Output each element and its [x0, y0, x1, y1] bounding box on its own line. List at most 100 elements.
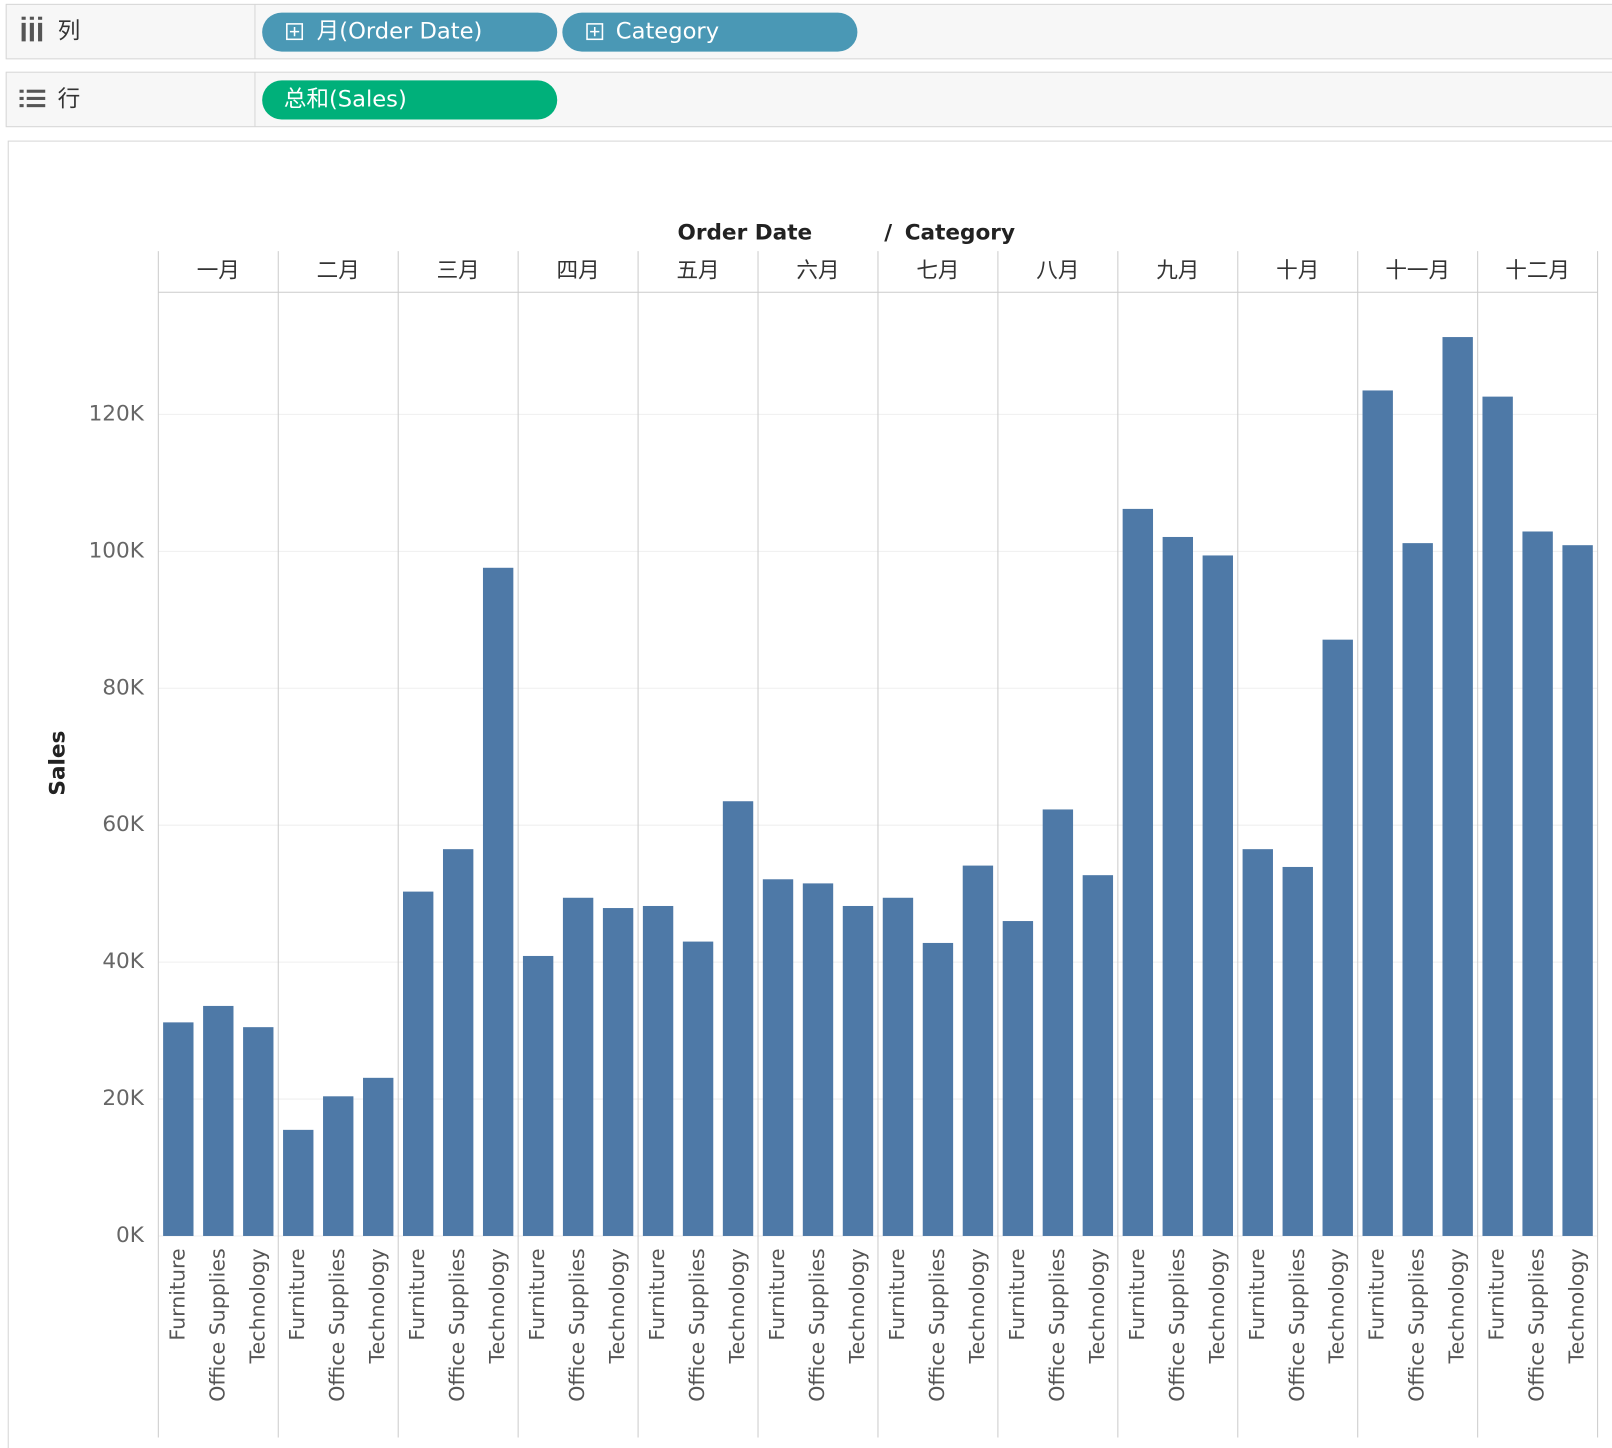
category-label: Technology: [965, 1248, 989, 1364]
bar: [1242, 849, 1273, 1236]
category-label: Furniture: [285, 1248, 309, 1340]
category-label: Technology: [365, 1248, 389, 1364]
bar: [922, 942, 954, 1236]
bar: [562, 897, 594, 1236]
columns-icon: [21, 16, 43, 42]
x-title: Order Date: [678, 221, 813, 246]
expand-icon[interactable]: [586, 23, 604, 41]
y-tick-label: 40K: [102, 949, 144, 974]
expand-icon: [590, 26, 600, 37]
month-label: 十二月: [1505, 259, 1570, 284]
category-label: Office Supplies: [685, 1248, 709, 1401]
month-label: 三月: [437, 259, 480, 284]
category-label: Furniture: [1125, 1248, 1149, 1340]
month-label: 十一月: [1385, 259, 1450, 284]
category-label: Technology: [1205, 1248, 1229, 1364]
bar: [363, 1077, 394, 1236]
category-label: Technology: [845, 1248, 869, 1364]
x-title: Category: [905, 221, 1015, 246]
month-label: 九月: [1156, 259, 1199, 284]
pill[interactable]: [262, 12, 558, 52]
bar: [1442, 337, 1473, 1236]
month-label: 五月: [676, 259, 719, 284]
bar: [163, 1022, 194, 1236]
bar: [762, 879, 794, 1236]
category-label: Furniture: [525, 1248, 549, 1340]
y-tick-label: 80K: [102, 675, 144, 700]
bar: [482, 567, 514, 1236]
bar: [243, 1027, 274, 1236]
bar: [1322, 639, 1353, 1236]
x-title: /: [884, 221, 892, 246]
category-label: Furniture: [765, 1248, 789, 1340]
bar: [602, 908, 634, 1236]
bar: [1042, 809, 1074, 1236]
category-label: Technology: [1565, 1248, 1589, 1364]
pill-text[interactable]: Category: [616, 19, 719, 45]
category-label: Office Supplies: [925, 1248, 949, 1401]
rows-label: 行: [58, 86, 81, 112]
category-label: Furniture: [1245, 1248, 1269, 1340]
bar: [403, 891, 434, 1236]
bar: [1362, 390, 1393, 1236]
category-label: Office Supplies: [1045, 1248, 1069, 1401]
category-label: Furniture: [1485, 1248, 1509, 1340]
bar: [882, 897, 914, 1236]
y-title: Sales: [46, 731, 71, 796]
y-tick-label: 100K: [89, 538, 145, 563]
bar: [842, 905, 874, 1236]
pill-text[interactable]: 总和(Sales): [284, 86, 407, 112]
category-label: Technology: [1445, 1248, 1469, 1364]
y-tick-label: 60K: [102, 812, 144, 837]
y-tick-label: 20K: [102, 1086, 144, 1111]
month-label: 七月: [916, 259, 959, 284]
category-label: Furniture: [1365, 1248, 1389, 1340]
category-label: Office Supplies: [205, 1248, 229, 1401]
y-tick-label: 0K: [116, 1223, 145, 1248]
expand-icon[interactable]: [286, 23, 304, 41]
bar: [203, 1005, 234, 1236]
columns-label: 列: [58, 19, 81, 45]
bar: [1402, 543, 1433, 1236]
category-label: Office Supplies: [805, 1248, 829, 1401]
bar: [442, 849, 474, 1236]
pill-text[interactable]: 月(Order Date): [317, 19, 483, 45]
bar: [1562, 545, 1593, 1236]
bar: [1082, 875, 1114, 1236]
rows-shelf: [5, 71, 1612, 128]
bar: [802, 883, 834, 1236]
bar: [1162, 536, 1194, 1236]
bar: [522, 955, 554, 1236]
bar: [1482, 396, 1513, 1236]
bar: [962, 865, 994, 1236]
category-label: Technology: [1085, 1248, 1109, 1364]
category-label: Furniture: [885, 1248, 909, 1340]
category-label: Office Supplies: [1165, 1248, 1189, 1401]
bar: [283, 1129, 314, 1236]
bar: [722, 801, 754, 1236]
category-label: Technology: [605, 1248, 629, 1364]
expand-icon: [289, 26, 300, 37]
bar: [1122, 508, 1154, 1236]
month-label: 六月: [796, 259, 839, 284]
bar: [1282, 866, 1313, 1236]
y-tick-label: 120K: [89, 401, 145, 426]
category-label: Office Supplies: [445, 1248, 469, 1401]
category-label: Office Supplies: [1405, 1248, 1429, 1401]
month-label: 一月: [197, 259, 240, 284]
bar: [1202, 555, 1233, 1236]
bar: [1522, 531, 1553, 1236]
bar: [682, 941, 714, 1236]
rows-icon: [19, 89, 46, 108]
bar: [1002, 921, 1034, 1236]
category-label: Technology: [245, 1248, 269, 1364]
month-label: 十月: [1276, 259, 1319, 284]
bar: [323, 1096, 354, 1236]
month-label: 八月: [1036, 259, 1079, 284]
category-label: Office Supplies: [565, 1248, 589, 1401]
pill[interactable]: [262, 80, 558, 120]
category-label: Technology: [485, 1248, 509, 1364]
category-label: Furniture: [1005, 1248, 1029, 1340]
pill[interactable]: [562, 12, 858, 52]
category-label: Office Supplies: [325, 1248, 349, 1401]
